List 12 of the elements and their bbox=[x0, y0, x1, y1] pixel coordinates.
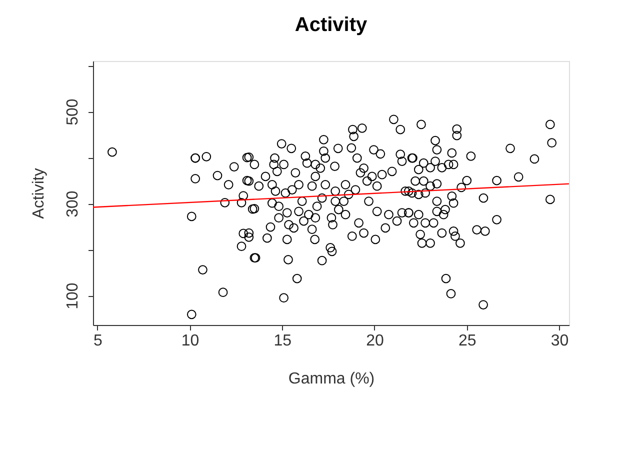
x-tick-label: 25 bbox=[458, 332, 476, 350]
x-tick-label: 30 bbox=[550, 332, 569, 350]
x-tick-label: 5 bbox=[93, 332, 102, 350]
x-tick-label: 20 bbox=[366, 332, 384, 350]
chart-title: Activity bbox=[294, 14, 368, 36]
y-tick-label: 100 bbox=[64, 282, 82, 310]
y-axis-title: Activity bbox=[30, 168, 48, 219]
x-tick-label: 10 bbox=[181, 332, 200, 350]
y-tick-label: 500 bbox=[64, 98, 82, 126]
y-tick-label: 300 bbox=[64, 190, 82, 218]
x-axis-title: Gamma (%) bbox=[288, 370, 375, 388]
x-tick-label: 15 bbox=[274, 332, 292, 350]
